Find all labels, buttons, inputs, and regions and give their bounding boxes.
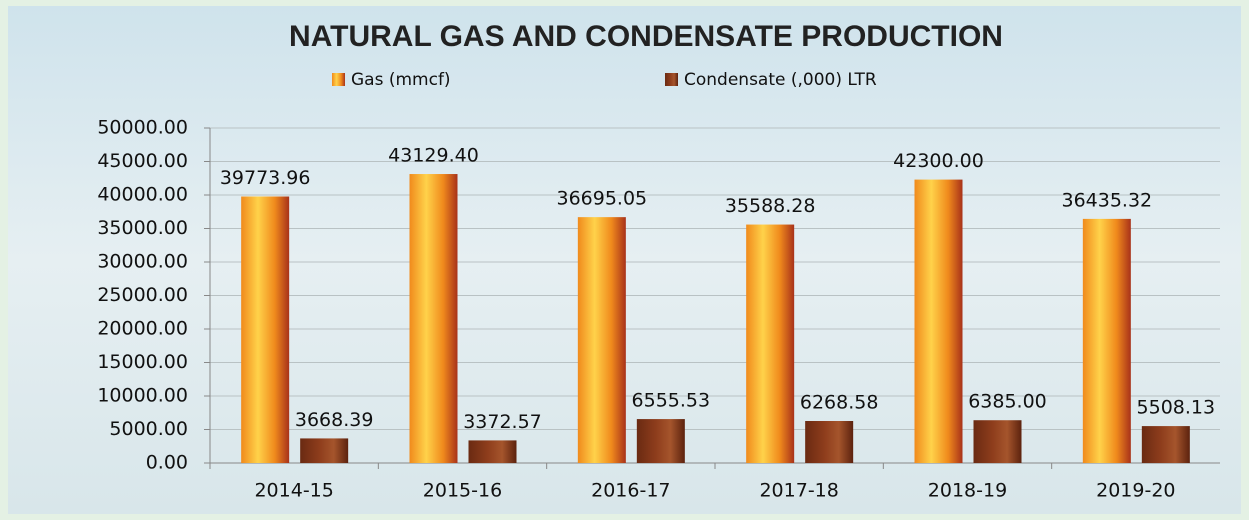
value-label: 42300.00 (893, 150, 984, 172)
value-label: 6385.00 (968, 391, 1047, 413)
y-tick-label: 35000.00 (97, 217, 188, 239)
bar (746, 225, 794, 463)
bar (469, 440, 517, 463)
legend-label: Condensate (,000) LTR (684, 70, 877, 90)
value-label: 5508.13 (1137, 397, 1216, 419)
bar (805, 421, 853, 463)
chart: NATURAL GAS AND CONDENSATE PRODUCTION Ga… (0, 0, 1249, 520)
value-label: 6268.58 (800, 392, 879, 414)
y-tick-label: 30000.00 (97, 251, 188, 273)
bar (1142, 426, 1190, 463)
value-label: 43129.40 (388, 145, 479, 167)
y-tick-label: 10000.00 (97, 385, 188, 407)
value-label: 3372.57 (463, 411, 542, 433)
value-label: 36435.32 (1061, 189, 1152, 211)
y-tick-label: 20000.00 (97, 318, 188, 340)
x-tick-label: 2019-20 (1096, 480, 1175, 502)
chart-title: NATURAL GAS AND CONDENSATE PRODUCTION (289, 20, 1003, 53)
x-tick-label: 2014-15 (254, 480, 333, 502)
bar (1083, 219, 1131, 463)
bar (915, 180, 963, 463)
x-tick-label: 2015-16 (423, 480, 502, 502)
y-tick-label: 50000.00 (97, 117, 188, 139)
y-tick-label: 40000.00 (97, 184, 188, 206)
value-label: 3668.39 (295, 409, 374, 431)
y-tick-label: 5000.00 (109, 418, 188, 440)
y-tick-label: 45000.00 (97, 150, 188, 172)
legend-swatch (665, 73, 678, 86)
x-tick-label: 2017-18 (759, 480, 838, 502)
bar (300, 438, 348, 463)
bar (241, 197, 289, 463)
value-label: 6555.53 (632, 390, 711, 412)
y-tick-label: 15000.00 (97, 351, 188, 373)
bar (410, 174, 458, 463)
y-tick-label: 0.00 (146, 452, 188, 474)
value-label: 39773.96 (220, 167, 311, 189)
bar (578, 217, 626, 463)
value-label: 35588.28 (725, 195, 816, 217)
x-tick-label: 2018-19 (928, 480, 1007, 502)
y-tick-label: 25000.00 (97, 284, 188, 306)
bar (637, 419, 685, 463)
legend-swatch (332, 73, 345, 86)
x-tick-label: 2016-17 (591, 480, 670, 502)
value-label: 36695.05 (556, 188, 647, 210)
bar (974, 420, 1022, 463)
legend-label: Gas (mmcf) (351, 70, 451, 90)
